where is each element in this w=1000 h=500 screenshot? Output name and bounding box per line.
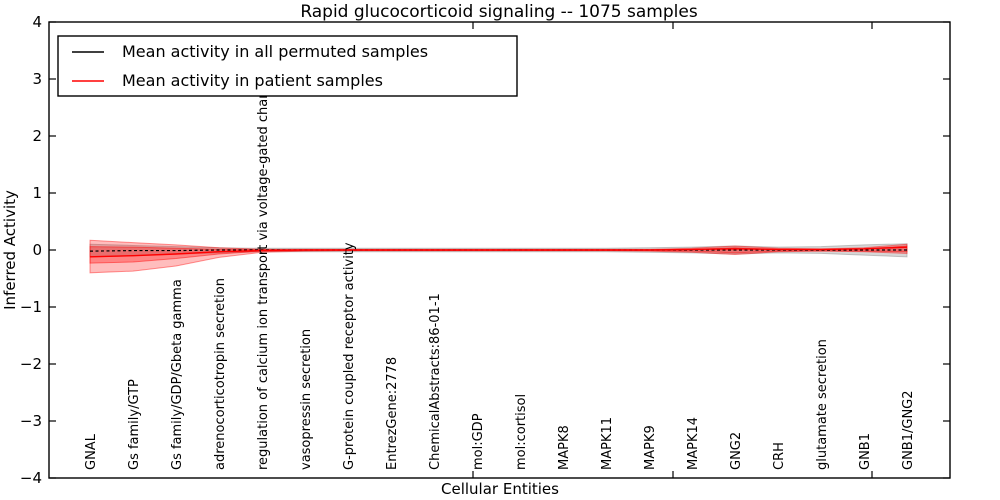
y-tick-label: 3 xyxy=(32,70,42,88)
x-tick-label: MAPK8 xyxy=(557,425,572,470)
x-tick-label: GNAL xyxy=(84,433,99,470)
confidence-bands xyxy=(89,239,908,274)
legend-label-permuted: Mean activity in all permuted samples xyxy=(122,42,428,61)
x-tick-label: GNG2 xyxy=(729,432,744,470)
chart-title: Rapid glucocorticoid signaling -- 1075 s… xyxy=(300,2,698,22)
x-tick-label: GNB1 xyxy=(858,433,873,470)
legend-label-patient: Mean activity in patient samples xyxy=(122,71,383,90)
x-tick-label: G-protein coupled receptor activity xyxy=(342,242,357,470)
y-axis-label: Inferred Activity xyxy=(1,190,19,310)
series-lines xyxy=(89,246,908,258)
y-tick-label: −1 xyxy=(20,298,42,316)
y-tick-label: −2 xyxy=(20,355,42,373)
y-tick-labels: 4 3 2 1 0 −1 −2 −3 −4 xyxy=(20,13,42,487)
x-tick-label: ChemicalAbstracts:86-01-1 xyxy=(428,293,443,470)
x-tick-label: MAPK9 xyxy=(643,425,658,470)
x-tick-label: mol:GDP xyxy=(471,413,486,470)
y-tick-label: 2 xyxy=(32,127,42,145)
series-line-patient xyxy=(89,246,908,258)
y-tick-label: 1 xyxy=(32,184,42,202)
legend-box xyxy=(57,35,518,97)
x-tick-label: Gs family/GDP/Gbeta gamma xyxy=(170,279,185,470)
y-tick-label: 4 xyxy=(32,13,42,31)
x-tick-label: GNB1/GNG2 xyxy=(901,390,916,470)
x-tick-label: EntrezGene:2778 xyxy=(385,357,400,470)
x-tick-label: CRH xyxy=(772,442,787,470)
legend: Mean activity in all permuted samples Me… xyxy=(57,35,518,97)
x-tick-labels: GNAL Gs family/GTP Gs family/GDP/Gbeta gam… xyxy=(84,71,916,470)
x-tick-label: mol:cortisol xyxy=(514,394,529,470)
x-tick-label: vasopressin secretion xyxy=(299,329,314,470)
axis-ticks xyxy=(49,21,950,479)
x-tick-label: glutamate secretion xyxy=(815,339,830,470)
x-tick-label: MAPK11 xyxy=(600,417,615,470)
x-tick-label: Gs family/GTP xyxy=(127,379,142,470)
x-axis-label: Cellular Entities xyxy=(441,480,559,498)
x-tick-label: MAPK14 xyxy=(686,417,701,470)
y-tick-label: −3 xyxy=(20,412,42,430)
band-patient-samples-range-outer xyxy=(89,239,908,274)
x-tick-label: regulation of calcium ion transport via … xyxy=(256,71,271,470)
y-tick-label: 0 xyxy=(32,241,42,259)
x-tick-label: adrenocorticotropin secretion xyxy=(213,278,228,470)
y-tick-label: −4 xyxy=(20,469,42,487)
